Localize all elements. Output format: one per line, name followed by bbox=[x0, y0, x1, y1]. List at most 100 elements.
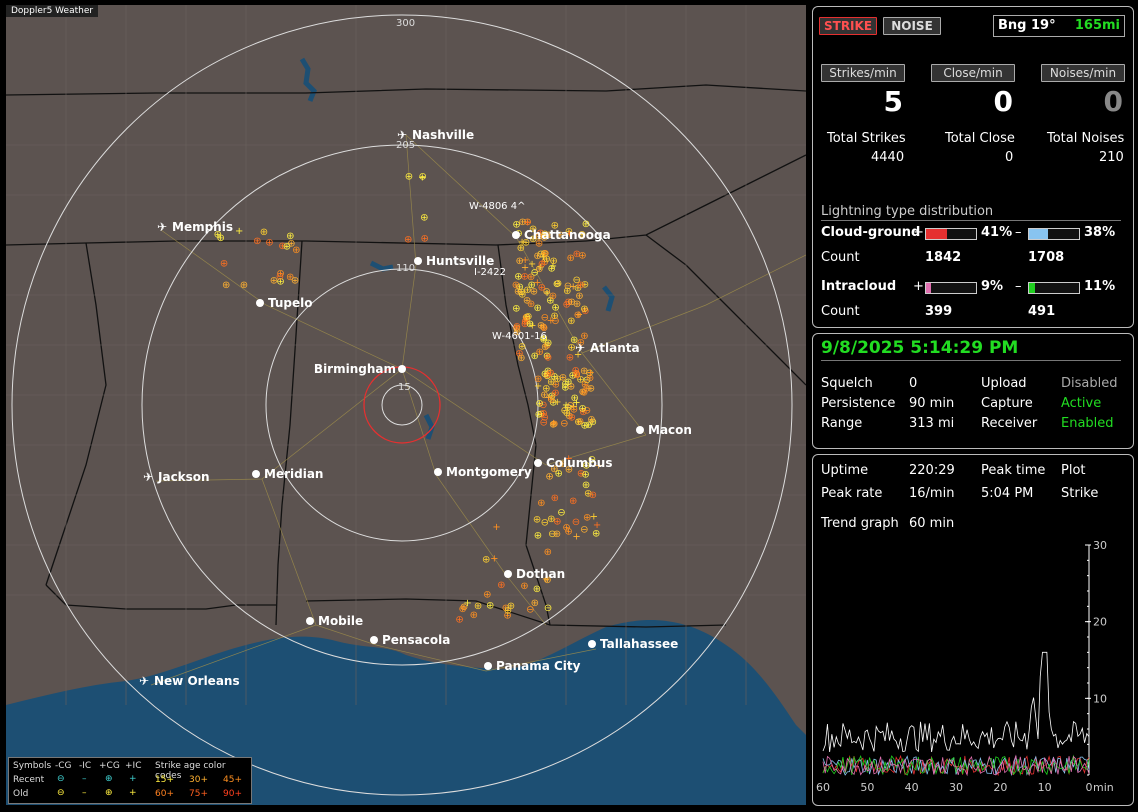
strike-marker: ⊕ bbox=[559, 372, 567, 383]
age-code: 15+ bbox=[155, 775, 174, 785]
range-rings bbox=[11, 14, 793, 796]
strike-marker: ⊕ bbox=[222, 280, 230, 291]
city-label: Atlanta bbox=[590, 341, 640, 355]
strike-marker: ⊕ bbox=[518, 290, 526, 301]
peak-time-value: 5:04 PM bbox=[981, 486, 1034, 501]
strike-marker: ⊕ bbox=[535, 239, 543, 250]
strike-marker: ⊕ bbox=[421, 234, 429, 245]
strike-marker: ⊕ bbox=[504, 606, 512, 617]
strike-marker: ⊕ bbox=[540, 232, 548, 243]
range-label: Range bbox=[821, 416, 863, 431]
persistence-label: Persistence bbox=[821, 396, 896, 411]
strike-marker: + bbox=[534, 381, 542, 392]
strike-marker: ⊕ bbox=[287, 239, 295, 250]
strike-marker: ⊕ bbox=[420, 213, 428, 224]
divider bbox=[821, 220, 1121, 221]
strike-marker: + bbox=[565, 454, 573, 465]
range-label-300: 300 bbox=[396, 18, 415, 29]
strike-marker: ⊖ bbox=[560, 419, 568, 430]
strike-marker: ⊕ bbox=[587, 383, 595, 394]
strikes-per-min-button[interactable]: Strikes/min bbox=[821, 64, 905, 82]
strike-marker: ⊕ bbox=[574, 310, 582, 321]
strike-marker: ⊕ bbox=[527, 272, 535, 283]
squelch-label: Squelch bbox=[821, 376, 873, 391]
strike-marker: ⊕ bbox=[535, 399, 543, 410]
strike-marker: ⊕ bbox=[576, 416, 584, 427]
close-per-min-button[interactable]: Close/min bbox=[931, 64, 1015, 82]
city-label: Nashville bbox=[412, 128, 474, 142]
neg-ic-old-icon: – bbox=[82, 788, 87, 798]
legend-symbols-label: Symbols bbox=[13, 761, 52, 771]
strike-marker: ⊕ bbox=[549, 256, 557, 267]
city-label: Mobile bbox=[318, 614, 363, 628]
trend-series-line bbox=[822, 754, 1090, 777]
strike-marker: ⊕ bbox=[515, 348, 523, 359]
strike-marker: ⊕ bbox=[578, 230, 586, 241]
strike-marker: ⊖ bbox=[564, 281, 572, 292]
bearing-readout: Bng 19° 165mi bbox=[993, 15, 1125, 37]
city-dot-icon bbox=[484, 662, 492, 670]
legend-row-recent: Recent bbox=[13, 775, 45, 785]
age-code: 45+ bbox=[223, 775, 242, 785]
strike-marker: ⊕ bbox=[567, 342, 575, 353]
range-label-205: 205 bbox=[396, 140, 415, 151]
strike-marker: ⊖ bbox=[557, 508, 565, 519]
ic-negative-pct: 11% bbox=[1084, 279, 1116, 294]
strike-marker: ⊕ bbox=[470, 610, 478, 621]
city-label: Birmingham bbox=[314, 362, 396, 376]
strike-marker: ⊖ bbox=[566, 401, 574, 412]
strike-marker: ⊕ bbox=[527, 299, 535, 310]
strike-marker: ⊕ bbox=[523, 295, 531, 306]
strike-marker: ⊕ bbox=[577, 280, 585, 291]
strike-marker: ⊕ bbox=[503, 610, 511, 621]
strike-marker: + bbox=[521, 263, 529, 274]
noise-mode-button[interactable]: NOISE bbox=[883, 17, 941, 35]
range-label-110: 110 bbox=[396, 263, 415, 274]
ic-positive-pct: 9% bbox=[981, 279, 1004, 294]
capture-value: Active bbox=[1061, 396, 1102, 411]
strike-marker: ⊕ bbox=[563, 408, 571, 419]
map-canvas[interactable]: 300 205 110 15 ⊕+⊕⊕⊕⊕ ⊕⊕⊕⊕⊕⊕⊕⊕⊖⊖⊕+⊕⊕⊕⊕⊖⊕⊕… bbox=[5, 5, 807, 805]
strike-marker: ⊕ bbox=[538, 259, 546, 270]
strike-marker: ⊕ bbox=[542, 384, 550, 395]
lake bbox=[369, 260, 394, 272]
pos-cg-recent-icon: ⊕ bbox=[105, 774, 113, 784]
airport-icon: ✈ bbox=[143, 470, 153, 484]
strike-marker: ⊖ bbox=[588, 454, 596, 465]
strike-mode-button[interactable]: STRIKE bbox=[819, 17, 877, 35]
ic-negative-bar bbox=[1028, 282, 1080, 294]
strike-marker: ⊕ bbox=[216, 233, 224, 244]
strike-marker: + bbox=[528, 259, 536, 270]
trend-graph-value[interactable]: 60 min bbox=[909, 516, 955, 531]
strike-marker: ⊕ bbox=[515, 256, 523, 267]
strike-marker: ⊕ bbox=[545, 230, 553, 241]
strike-marker: ⊕ bbox=[265, 238, 273, 249]
strike-marker: + bbox=[521, 255, 529, 266]
strike-marker: ⊕ bbox=[533, 584, 541, 595]
city-marker: Chattanooga bbox=[512, 228, 611, 242]
noises-per-min-button[interactable]: Noises/min bbox=[1041, 64, 1125, 82]
strike-marker: ⊕ bbox=[539, 409, 547, 420]
strike-marker: + bbox=[572, 398, 580, 409]
age-code: 90+ bbox=[223, 789, 242, 799]
city-marker: Macon bbox=[636, 423, 692, 437]
city-marker: Mobile bbox=[306, 614, 363, 628]
strike-marker: ⊕ bbox=[220, 259, 228, 270]
strike-marker: ⊕ bbox=[581, 469, 589, 480]
strike-marker: + bbox=[572, 531, 580, 542]
lightning-map[interactable]: 300 205 110 15 ⊕ + ⊕ ⊕ ⊕ ⊕ ⊕ ⊕ ⊕ ⊕ ⊕ ⊕ ⊕ ⊕ ⊖ ⊖ ⊕ + ⊕ ⊕ ⊕ ⊕ ⊖ ⊕ ⊕… bbox=[5, 5, 807, 805]
strike-marker: ⊕ bbox=[533, 303, 541, 314]
city-dot-icon bbox=[306, 617, 314, 625]
strike-marker: ⊕ bbox=[567, 316, 575, 327]
total-close-value: 0 bbox=[1005, 150, 1014, 165]
ic-negative-count: 491 bbox=[1028, 304, 1056, 319]
cg-positive-bar bbox=[925, 228, 977, 240]
strike-marker: ⊕ bbox=[586, 373, 594, 384]
strike-marker: ⊕ bbox=[579, 387, 587, 398]
total-noises-label: Total Noises bbox=[1047, 131, 1125, 146]
city-marker: ✈ Jackson bbox=[143, 470, 210, 484]
uptime-value: 220:29 bbox=[909, 463, 955, 478]
strike-marker: ⊕ bbox=[520, 272, 528, 283]
plot-value[interactable]: Strike bbox=[1061, 486, 1099, 501]
strike-marker: ⊕ bbox=[522, 238, 530, 249]
